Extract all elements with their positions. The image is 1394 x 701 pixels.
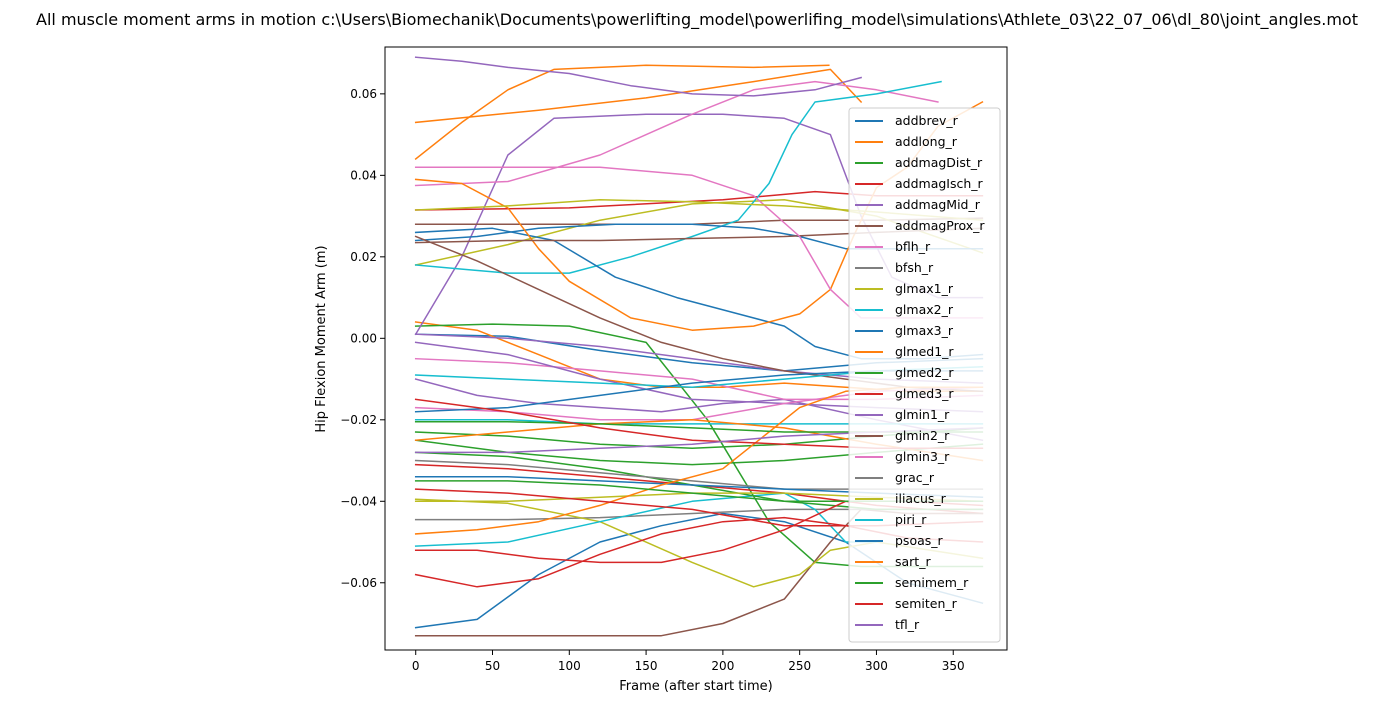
y-tick-label: 0.00: [350, 331, 377, 345]
legend-label-addlong_r: addlong_r: [895, 134, 958, 149]
y-tick-label: −0.02: [340, 413, 377, 427]
legend-label-addmagDist_r: addmagDist_r: [895, 155, 983, 170]
legend-label-glmed1_r: glmed1_r: [895, 344, 954, 359]
legend-label-glmed3_r: glmed3_r: [895, 386, 954, 401]
x-tick-label: 100: [558, 659, 581, 673]
legend: addbrev_r addlong_r addmagDist_r addmagIsch…: [848, 107, 1001, 643]
x-tick-label: 0: [412, 659, 420, 673]
legend-label-semiten_r: semiten_r: [895, 596, 958, 611]
y-axis: −0.06 −0.04 −0.02 0.00 0.02 0.04 0.06: [340, 87, 385, 590]
x-tick-label: 50: [485, 659, 500, 673]
legend-label-glmax2_r: glmax2_r: [895, 302, 954, 317]
legend-label-psoas_r: psoas_r: [895, 533, 944, 548]
series-line-addlong_r-1: [414, 68, 863, 124]
legend-label-iliacus_r: iliacus_r: [895, 491, 947, 506]
series-line-addmagMid_r: [414, 378, 984, 442]
x-tick-label: 250: [788, 659, 811, 673]
legend-label-bflh_r: bflh_r: [895, 239, 931, 254]
y-tick-label: −0.06: [340, 576, 377, 590]
legend-label-sart_r: sart_r: [895, 554, 931, 569]
legend-label-addmagIsch_r: addmagIsch_r: [895, 176, 984, 191]
legend-label-piri_r: piri_r: [895, 512, 927, 527]
series-line-addmagDist_r-1: [414, 323, 984, 568]
legend-box: [848, 107, 1001, 643]
y-tick-label: 0.04: [350, 168, 377, 182]
y-tick-label: 0.06: [350, 87, 377, 101]
legend-label-glmin1_r: glmin1_r: [895, 407, 950, 422]
legend-label-bfsh_r: bfsh_r: [895, 260, 934, 275]
series-line-glmed1_r-1: [414, 64, 830, 161]
legend-label-addmagProx_r: addmagProx_r: [895, 218, 985, 233]
legend-label-addmagMid_r: addmagMid_r: [895, 197, 981, 212]
series-line-bflh_r-1: [414, 80, 939, 187]
series-line-tfl_r: [414, 56, 863, 97]
legend-label-tfl_r: tfl_r: [895, 617, 920, 632]
legend-label-semimem_r: semimem_r: [895, 575, 969, 590]
legend-label-addbrev_r: addbrev_r: [895, 113, 959, 128]
y-axis-label: Hip Flexion Moment Arm (m): [314, 245, 329, 432]
x-axis-label: Frame (after start time): [619, 679, 772, 694]
legend-label-grac_r: grac_r: [895, 470, 935, 485]
x-axis: 0 50 100 150 200 250 300 350: [412, 650, 965, 673]
x-tick-label: 350: [942, 659, 965, 673]
chart-title: All muscle moment arms in motion c:\User…: [36, 10, 1358, 30]
y-tick-label: −0.04: [340, 494, 377, 508]
x-tick-label: 300: [865, 659, 888, 673]
legend-label-glmin2_r: glmin2_r: [895, 428, 950, 443]
legend-label-glmin3_r: glmin3_r: [895, 449, 950, 464]
x-tick-label: 150: [635, 659, 658, 673]
x-tick-label: 200: [711, 659, 734, 673]
y-tick-label: 0.02: [350, 250, 377, 264]
legend-label-glmax1_r: glmax1_r: [895, 281, 954, 296]
legend-label-glmed2_r: glmed2_r: [895, 365, 954, 380]
legend-label-glmax3_r: glmax3_r: [895, 323, 954, 338]
